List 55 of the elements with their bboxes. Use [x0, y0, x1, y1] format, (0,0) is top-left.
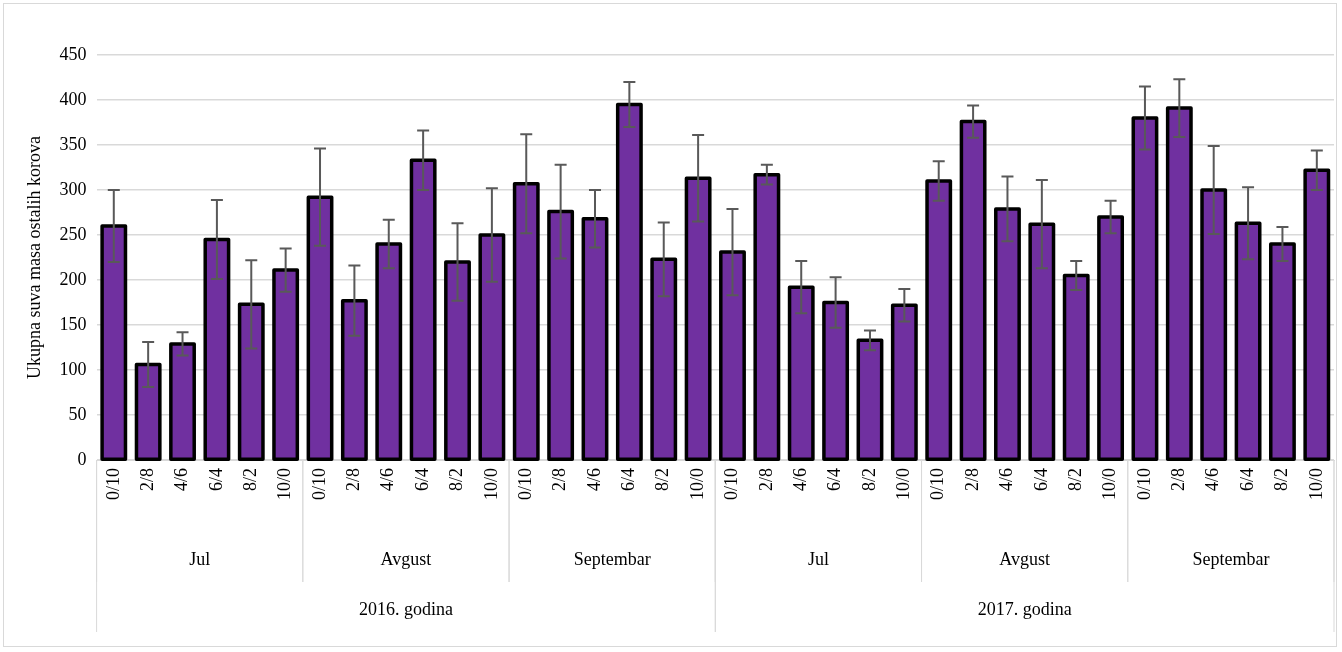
x-tick-label: 6/4	[1030, 468, 1051, 492]
text: 2017. godina	[977, 598, 1072, 619]
x-tick-label: 10/0	[686, 468, 707, 501]
y-tick-label: 400	[59, 88, 87, 109]
y-tick-label: 450	[59, 43, 87, 64]
text: Jul	[189, 548, 211, 569]
x-tick-label: 6/4	[824, 468, 845, 492]
x-tick-label: 2/8	[1168, 468, 1189, 492]
x-tick-label: 8/2	[1271, 468, 1292, 492]
x-tick-label: 4/6	[996, 468, 1017, 492]
x-tick-label: 6/4	[618, 468, 639, 492]
y-axis-title: Ukupna suva masa ostalih korova	[23, 136, 44, 379]
y-tick-label: 150	[59, 313, 87, 334]
x-tick-label: 0/10	[1133, 468, 1154, 501]
text: Septembar	[573, 548, 651, 569]
x-tick-label: 0/10	[721, 468, 742, 501]
x-tick-label: 0/10	[514, 468, 535, 501]
x-tick-label: 0/10	[308, 468, 329, 501]
x-tick-label: 2/8	[136, 468, 157, 492]
x-tick-label: 8/2	[240, 468, 261, 492]
x-tick-label: 10/0	[274, 468, 295, 501]
x-tick-label: 4/6	[377, 468, 398, 492]
x-tick-label: 4/6	[171, 468, 192, 492]
text: Avgust	[999, 548, 1050, 569]
x-tick-label: 2/8	[755, 468, 776, 492]
y-tick-label: 350	[59, 133, 87, 154]
text: Jul	[807, 548, 829, 569]
text: Septembar	[1192, 548, 1270, 569]
x-tick-label: 2/8	[343, 468, 364, 492]
x-tick-label: 10/0	[1305, 468, 1326, 501]
x-tick-label: 2/8	[961, 468, 982, 492]
x-tick-label: 0/10	[102, 468, 123, 501]
x-tick-label: 10/0	[1099, 468, 1120, 501]
x-tick-label: 8/2	[858, 468, 879, 492]
x-tick-label: 4/6	[583, 468, 604, 492]
x-tick-label: 8/2	[652, 468, 673, 492]
x-tick-label: 6/4	[1236, 468, 1257, 492]
y-tick-label: 250	[59, 223, 87, 244]
x-tick-label: 0/10	[927, 468, 948, 501]
x-tick-label: 4/6	[789, 468, 810, 492]
x-tick-label: 8/2	[446, 468, 467, 492]
x-tick-label: 8/2	[1064, 468, 1085, 492]
x-tick-label: 2/8	[549, 468, 570, 492]
x-tick-label: 4/6	[1202, 468, 1223, 492]
y-tick-label: 300	[59, 178, 87, 199]
x-tick-label: 10/0	[893, 468, 914, 501]
x-tick-label: 6/4	[411, 468, 432, 492]
y-tick-label: 0	[77, 448, 87, 469]
y-tick-label: 100	[59, 358, 87, 379]
text: 2016. godina	[358, 598, 453, 619]
x-tick-label: 10/0	[480, 468, 501, 501]
y-tick-label: 200	[59, 268, 87, 289]
y-tick-label: 50	[68, 403, 87, 424]
x-tick-label: 6/4	[205, 468, 226, 492]
text: Avgust	[380, 548, 432, 569]
